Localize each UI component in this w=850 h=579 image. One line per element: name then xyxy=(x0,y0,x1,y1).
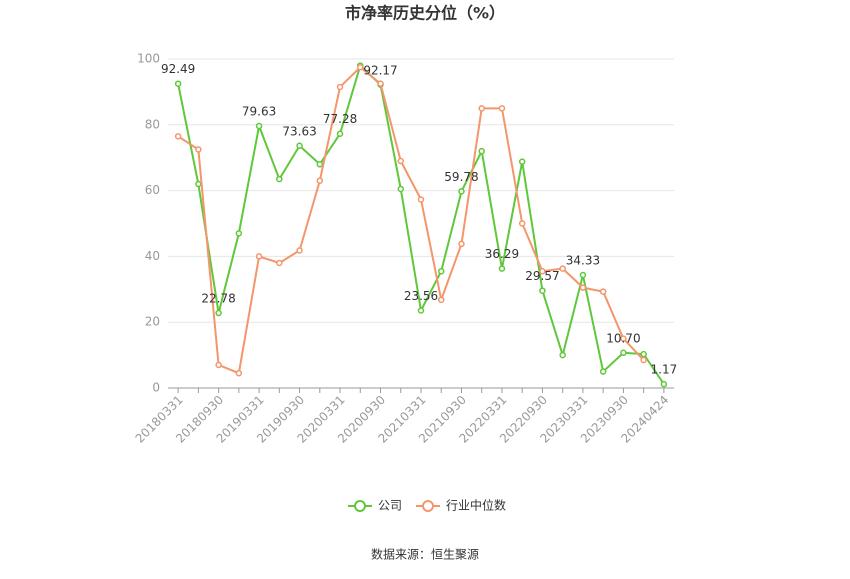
data-point xyxy=(215,361,222,369)
data-label: 59.78 xyxy=(444,170,478,184)
data-point xyxy=(539,287,546,294)
data-point xyxy=(255,253,263,260)
source: 数据来源：恒生聚源 xyxy=(371,547,479,562)
data-point xyxy=(397,157,405,165)
legend-marker xyxy=(422,500,435,512)
y-tick-label: 20 xyxy=(145,315,160,329)
data-point xyxy=(276,259,283,267)
data-point xyxy=(377,80,384,87)
data-point xyxy=(174,133,182,140)
data-point xyxy=(195,146,202,153)
data-point xyxy=(640,356,647,364)
data-point xyxy=(620,335,627,342)
data-point xyxy=(579,271,587,279)
data-point xyxy=(498,105,506,112)
data-point xyxy=(296,142,303,150)
data-point xyxy=(620,349,627,357)
data-point xyxy=(296,247,303,254)
y-tick-label: 100 xyxy=(137,52,160,66)
data-point xyxy=(336,83,344,91)
data-label: 73.63 xyxy=(282,124,316,138)
data-point xyxy=(458,240,465,248)
data-label: 36.29 xyxy=(485,247,519,261)
data-point xyxy=(437,296,445,304)
data-label: 1.17 xyxy=(651,363,678,377)
data-point xyxy=(539,267,546,275)
data-point xyxy=(518,158,526,165)
data-point xyxy=(316,177,324,184)
data-point xyxy=(235,369,243,377)
data-point xyxy=(276,175,283,183)
data-point xyxy=(478,105,485,112)
data-label: 77.28 xyxy=(323,112,357,126)
data-point xyxy=(498,265,506,272)
data-point xyxy=(640,350,647,358)
data-label: 34.33 xyxy=(566,254,600,268)
data-point xyxy=(559,265,566,272)
data-point xyxy=(316,161,324,168)
data-point xyxy=(518,220,526,227)
data-point xyxy=(559,351,566,359)
legend-label: 行业中位数 xyxy=(446,498,506,513)
data-point xyxy=(174,80,182,87)
data-point xyxy=(336,130,344,137)
data-point xyxy=(215,309,222,317)
data-point xyxy=(397,185,405,193)
y-tick-label: 60 xyxy=(145,183,160,197)
data-point xyxy=(458,188,465,195)
y-tick-label: 80 xyxy=(145,117,160,131)
data-point xyxy=(195,180,202,188)
data-label: 10.70 xyxy=(606,331,640,345)
data-label: 92.17 xyxy=(363,63,397,77)
data-point xyxy=(417,196,425,203)
data-label: 22.78 xyxy=(201,292,235,306)
data-point xyxy=(417,307,425,314)
data-point xyxy=(255,122,263,130)
y-tick-label: 0 xyxy=(152,381,160,395)
legend-marker xyxy=(354,500,366,512)
data-point xyxy=(579,284,587,291)
data-point xyxy=(437,267,445,275)
chart-title: 市净率历史分位（%） xyxy=(345,4,505,23)
data-label: 29.57 xyxy=(525,269,559,283)
data-point xyxy=(599,368,607,375)
data-point xyxy=(478,147,485,155)
y-tick-label: 40 xyxy=(145,249,160,263)
data-point xyxy=(660,380,668,388)
series-line xyxy=(177,65,645,375)
data-label: 92.49 xyxy=(161,62,195,76)
data-label: 79.63 xyxy=(242,105,276,119)
data-point xyxy=(235,230,243,237)
data-label: 23.56 xyxy=(404,289,438,303)
legend-label: 公司 xyxy=(378,499,402,513)
data-point xyxy=(357,63,364,71)
data-point xyxy=(599,288,607,295)
